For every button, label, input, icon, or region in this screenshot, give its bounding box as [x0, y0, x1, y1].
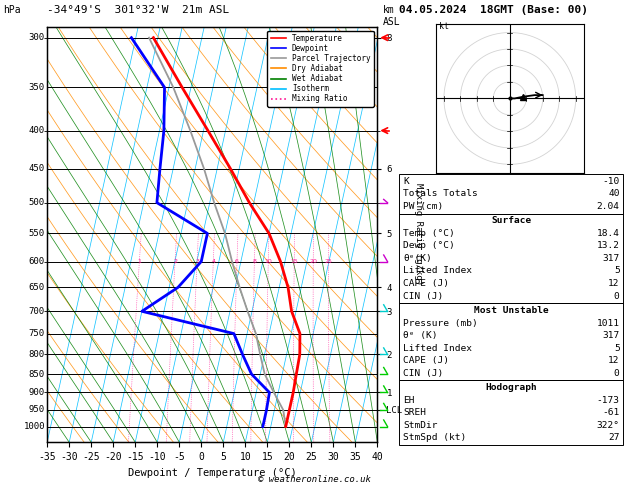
Text: -10: -10 — [603, 177, 620, 186]
Text: 1: 1 — [137, 259, 142, 264]
Text: StmSpd (kt): StmSpd (kt) — [403, 434, 467, 442]
Text: θᵉ (K): θᵉ (K) — [403, 331, 438, 340]
Text: Lifted Index: Lifted Index — [403, 266, 472, 276]
Text: CIN (J): CIN (J) — [403, 292, 443, 300]
Text: © weatheronline.co.uk: © weatheronline.co.uk — [258, 474, 371, 484]
Text: Totals Totals: Totals Totals — [403, 189, 478, 198]
Text: CAPE (J): CAPE (J) — [403, 279, 449, 288]
Text: 950: 950 — [29, 405, 45, 415]
Text: -61: -61 — [603, 408, 620, 417]
Text: CIN (J): CIN (J) — [403, 369, 443, 378]
Text: Hodograph: Hodograph — [485, 383, 537, 392]
Text: 12: 12 — [608, 356, 620, 365]
Text: hPa: hPa — [3, 5, 21, 15]
Text: 400: 400 — [29, 126, 45, 135]
Text: 1000: 1000 — [23, 422, 45, 431]
Text: 317: 317 — [603, 331, 620, 340]
Text: 550: 550 — [29, 229, 45, 238]
Text: Pressure (mb): Pressure (mb) — [403, 318, 478, 328]
Text: EH: EH — [403, 396, 415, 405]
Text: 800: 800 — [29, 350, 45, 359]
Legend: Temperature, Dewpoint, Parcel Trajectory, Dry Adiabat, Wet Adiabat, Isotherm, Mi: Temperature, Dewpoint, Parcel Trajectory… — [267, 31, 374, 106]
Text: 5: 5 — [614, 344, 620, 353]
Text: 2.04: 2.04 — [596, 202, 620, 211]
Text: 25: 25 — [325, 259, 332, 264]
Text: 450: 450 — [29, 164, 45, 173]
Text: Dewp (°C): Dewp (°C) — [403, 242, 455, 250]
Text: PW (cm): PW (cm) — [403, 202, 443, 211]
Text: 0: 0 — [614, 369, 620, 378]
Text: Lifted Index: Lifted Index — [403, 344, 472, 353]
Text: 12: 12 — [608, 279, 620, 288]
Text: 600: 600 — [29, 257, 45, 266]
Text: 3: 3 — [195, 259, 199, 264]
Text: -34°49'S  301°32'W  21m ASL: -34°49'S 301°32'W 21m ASL — [47, 5, 230, 15]
Text: 18.4: 18.4 — [596, 229, 620, 238]
Text: 750: 750 — [29, 329, 45, 338]
Text: 850: 850 — [29, 369, 45, 379]
Text: 0: 0 — [614, 292, 620, 300]
Text: 1011: 1011 — [596, 318, 620, 328]
Text: SREH: SREH — [403, 408, 426, 417]
Text: CAPE (J): CAPE (J) — [403, 356, 449, 365]
Text: 6: 6 — [235, 259, 239, 264]
Text: θᵉ(K): θᵉ(K) — [403, 254, 432, 263]
Text: 27: 27 — [608, 434, 620, 442]
Text: 10: 10 — [264, 259, 272, 264]
Text: 15: 15 — [291, 259, 298, 264]
Text: -173: -173 — [596, 396, 620, 405]
Text: StmDir: StmDir — [403, 421, 438, 430]
Text: km: km — [382, 5, 394, 15]
X-axis label: Dewpoint / Temperature (°C): Dewpoint / Temperature (°C) — [128, 468, 297, 478]
Text: 8: 8 — [252, 259, 257, 264]
Text: 04.05.2024  18GMT (Base: 00): 04.05.2024 18GMT (Base: 00) — [399, 5, 588, 15]
Text: Surface: Surface — [491, 216, 531, 226]
Text: 2: 2 — [173, 259, 177, 264]
Text: Most Unstable: Most Unstable — [474, 306, 548, 315]
Text: 500: 500 — [29, 198, 45, 207]
Text: 300: 300 — [29, 33, 45, 42]
Text: 5: 5 — [614, 266, 620, 276]
Text: 650: 650 — [29, 283, 45, 292]
Text: 900: 900 — [29, 388, 45, 397]
Text: 350: 350 — [29, 83, 45, 92]
Text: 322°: 322° — [596, 421, 620, 430]
Text: K: K — [403, 177, 409, 186]
Y-axis label: Mixing Ratio (g/kg): Mixing Ratio (g/kg) — [414, 183, 423, 286]
Text: 13.2: 13.2 — [596, 242, 620, 250]
Text: 4: 4 — [211, 259, 215, 264]
Text: ASL: ASL — [382, 17, 400, 27]
Text: 20: 20 — [309, 259, 317, 264]
Text: 700: 700 — [29, 307, 45, 316]
Text: Temp (°C): Temp (°C) — [403, 229, 455, 238]
Text: 317: 317 — [603, 254, 620, 263]
Text: 40: 40 — [608, 189, 620, 198]
Text: kt: kt — [439, 22, 449, 31]
